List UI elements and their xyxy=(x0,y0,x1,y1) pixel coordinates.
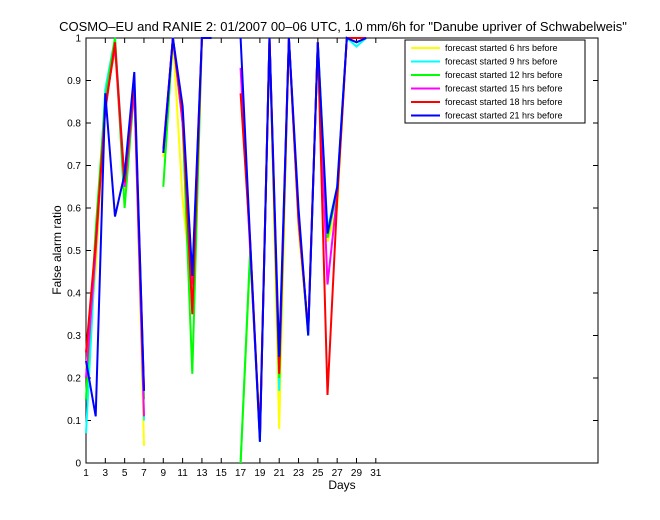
x-tick-label: 31 xyxy=(370,468,382,479)
y-tick-label: 0.6 xyxy=(67,204,81,215)
legend-label: forecast started 21 hrs before xyxy=(445,111,563,121)
legend-label: forecast started 6 hrs before xyxy=(445,43,558,53)
y-tick-label: 0.2 xyxy=(67,374,81,385)
legend-box xyxy=(404,39,586,124)
x-tick-label: 9 xyxy=(161,468,167,479)
x-tick-label: 15 xyxy=(216,468,228,479)
x-tick-label: 1 xyxy=(83,468,89,479)
y-axis-label: False alarm ratio xyxy=(50,205,64,295)
y-tick-label: 0.5 xyxy=(67,246,81,257)
series-lines xyxy=(85,35,367,464)
x-tick-label: 5 xyxy=(122,468,128,479)
x-tick-label: 21 xyxy=(274,468,286,479)
y-tick-label: 0.8 xyxy=(67,119,81,130)
y-tick-label: 0.9 xyxy=(67,76,81,87)
legend-label: forecast started 15 hrs before xyxy=(445,84,563,94)
legend-label: forecast started 12 hrs before xyxy=(445,70,563,80)
legend-label: forecast started 18 hrs before xyxy=(445,97,563,107)
chart-title: COSMO–EU and RANIE 2: 01/2007 00–06 UTC,… xyxy=(59,19,627,34)
x-tick-label: 7 xyxy=(141,468,147,479)
x-tick-label: 17 xyxy=(235,468,247,479)
x-tick-label: 19 xyxy=(254,468,266,479)
x-tick-label: 13 xyxy=(196,468,208,479)
y-tick-label: 0.3 xyxy=(67,331,81,342)
series-line-6 xyxy=(85,36,367,442)
x-axis-ticks: 1 3 5 7 9 11 13 15 17 19 21 23 25 27 29 31 xyxy=(83,38,382,479)
x-axis-label: Days xyxy=(328,478,355,492)
y-tick-label: 0 xyxy=(75,459,81,470)
y-axis-ticks: 0 0.1 0.2 0.3 0.4 0.5 0.6 0.7 0.8 0.9 1 xyxy=(67,34,598,470)
x-tick-label: 25 xyxy=(312,468,324,479)
y-tick-label: 1 xyxy=(75,34,81,45)
x-tick-label: 27 xyxy=(332,468,344,479)
x-tick-label: 3 xyxy=(103,468,109,479)
x-tick-label: 29 xyxy=(351,468,363,479)
y-tick-label: 0.7 xyxy=(67,161,81,172)
x-tick-label: 11 xyxy=(177,468,188,479)
legend-label: forecast started 9 hrs before xyxy=(445,57,558,67)
y-tick-label: 0.1 xyxy=(67,416,81,427)
y-tick-label: 0.4 xyxy=(67,289,81,300)
x-tick-label: 23 xyxy=(293,468,305,479)
legend: forecast started 6 hrs before forecast st… xyxy=(404,39,586,124)
